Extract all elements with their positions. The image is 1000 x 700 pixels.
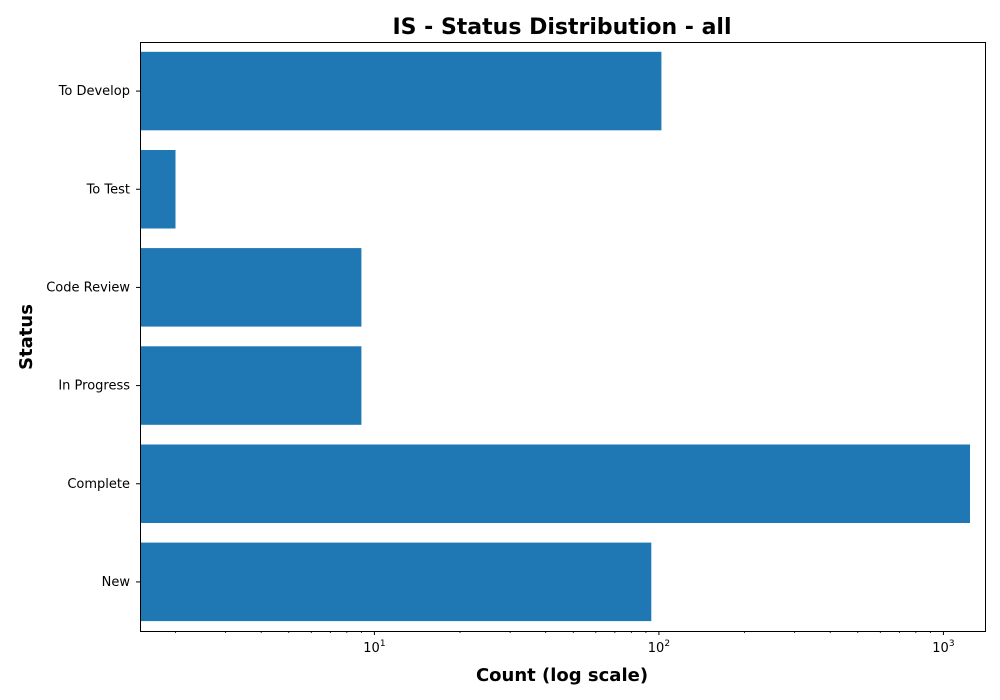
x-axis-label: Count (log scale) [476,665,648,686]
y-tick-label: In Progress [58,379,130,394]
bar-to-develop [140,51,662,131]
bar-complete [140,444,970,523]
bar-in-progress [140,346,362,425]
y-tick-label: Code Review [46,280,130,295]
y-tick-label: To Develop [58,84,130,99]
x-tick-label: 103 [932,639,954,656]
y-tick-label: To Test [86,182,130,197]
y-axis-label: Status [16,304,37,370]
bar-code-review [140,248,362,327]
bar-to-test [140,150,176,229]
y-tick-label: New [102,575,131,590]
bars-group [140,51,970,622]
x-tick-label: 101 [363,639,385,656]
chart-title: IS - Status Distribution - all [392,15,731,40]
plot-frame [140,42,986,632]
y-tick-label: Complete [67,477,130,492]
bar-new [140,542,652,622]
x-tick-label: 102 [648,639,670,656]
